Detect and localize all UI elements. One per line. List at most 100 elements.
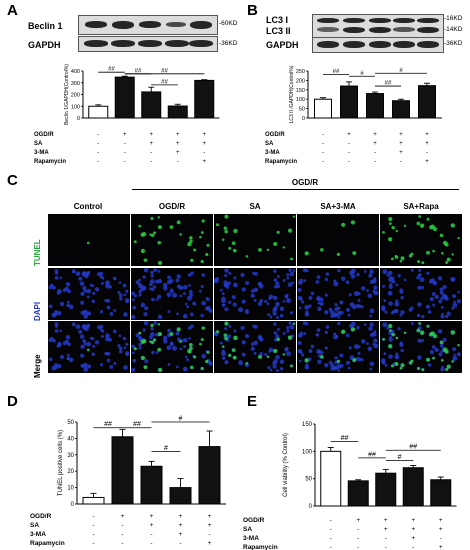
treatment-symbol: -: [92, 522, 94, 529]
micrograph-tunel-1: [48, 214, 130, 266]
bar: [347, 480, 369, 507]
panel-letter-d: D: [7, 393, 18, 410]
blot-beclin1: [78, 15, 218, 35]
treatment-label: Rapamycin: [30, 540, 65, 547]
treatment-symbol: -: [121, 540, 123, 547]
bar: [82, 496, 105, 505]
treatment-symbol: -: [124, 159, 126, 165]
bar: [314, 98, 332, 119]
treatment-symbol: +: [202, 141, 206, 147]
treatment-symbol: +: [384, 526, 388, 533]
treatment-symbol: -: [124, 141, 126, 147]
treatment-symbol: -: [374, 159, 376, 165]
micrograph-dapi-3: [214, 268, 296, 320]
treatment-symbol: -: [97, 150, 99, 156]
bar: [140, 465, 163, 505]
blot-label-gapdh-a: GAPDH: [28, 40, 61, 50]
treatment-symbol: -: [440, 535, 442, 542]
treatment-symbol: -: [92, 540, 94, 547]
treatment-symbol: +: [202, 132, 206, 138]
y-tick-label: 10: [67, 486, 74, 492]
treatment-symbol: -: [121, 522, 123, 529]
col-label-sa: SA: [249, 202, 261, 211]
treatment-symbol: -: [97, 132, 99, 138]
micrograph-tunel-4: [297, 214, 379, 266]
y-tick-label: 20: [67, 469, 74, 475]
blot-label-gapdh-b: GAPDH: [266, 40, 299, 50]
treatment-symbol: +: [425, 132, 429, 138]
marker-14kd: -14KD: [444, 26, 463, 33]
treatment-symbol: -: [348, 159, 350, 165]
treatment-symbol: +: [202, 159, 206, 165]
y-axis-label: Cell viability (% Control): [283, 433, 289, 497]
panel-letter-b: B: [247, 2, 258, 19]
treatment-symbol: -: [357, 535, 359, 542]
treatment-symbol: -: [374, 150, 376, 156]
treatment-label: OGD/R: [30, 513, 52, 520]
y-axis-label: Beclin 1/GAPDH(Control%): [64, 64, 70, 125]
treatment-symbol: -: [348, 141, 350, 147]
treatment-label: 3-MA: [243, 535, 259, 542]
bar: [88, 105, 109, 119]
treatment-label: SA: [30, 522, 39, 529]
treatment-symbol: -: [330, 526, 332, 533]
treatment-symbol: -: [357, 544, 359, 550]
treatment-symbol: -: [330, 535, 332, 542]
treatment-symbol: -: [412, 544, 414, 550]
y-axis-label: LC3 II /GAPDH(Control%): [289, 65, 295, 123]
treatment-symbol: +: [150, 522, 154, 529]
y-tick-label: 0: [309, 504, 313, 510]
treatment-symbol: -: [150, 159, 152, 165]
treatment-symbol: +: [176, 132, 180, 138]
panel-letter-c: C: [7, 172, 18, 189]
marker-36kd-b: -36KD: [444, 40, 463, 47]
treatment-symbol: +: [425, 141, 429, 147]
treatment-symbol: -: [177, 159, 179, 165]
treatment-label: 3-MA: [34, 150, 49, 156]
y-tick-label: 250: [296, 69, 305, 75]
bar: [375, 472, 397, 507]
y-tick-label: 50: [299, 107, 305, 113]
col-label-ogdr: OGD/R: [158, 202, 186, 211]
treatment-symbol: +: [384, 517, 388, 524]
bar: [114, 76, 135, 119]
treatment-symbol: +: [179, 513, 183, 520]
treatment-label: OGD/R: [243, 517, 265, 524]
treatment-symbol: -: [203, 150, 205, 156]
treatment-symbol: +: [399, 132, 403, 138]
bar: [320, 450, 342, 507]
marker-16kd: -16KD: [444, 15, 463, 22]
y-tick-label: 150: [302, 422, 313, 428]
treatment-symbol: -: [121, 531, 123, 538]
y-tick-label: 400: [71, 69, 80, 75]
bar: [141, 91, 162, 119]
bar: [169, 487, 192, 505]
treatment-label: 3-MA: [30, 531, 46, 538]
treatment-symbol: -: [150, 150, 152, 156]
micrograph-dapi-1: [48, 268, 130, 320]
y-tick-label: 50: [67, 420, 74, 426]
treatment-symbol: -: [124, 150, 126, 156]
significance-label: ##: [385, 81, 392, 87]
micrograph-merge-3: [214, 321, 296, 373]
micrograph-tunel-3: [214, 214, 296, 266]
y-tick-label: 30: [67, 453, 74, 459]
y-tick-label: 50: [305, 477, 312, 483]
treatment-symbol: +: [373, 141, 377, 147]
significance-label: #: [398, 454, 402, 461]
col-label-control: Control: [73, 202, 103, 211]
col-label-sa-rapa: SA+Rapa: [403, 202, 439, 211]
blot-gapdh-b: [312, 37, 444, 53]
y-tick-label: 200: [296, 78, 305, 84]
bar: [194, 79, 215, 119]
treatment-symbol: -: [426, 150, 428, 156]
row-label-dapi: DAPI: [33, 301, 42, 321]
micrograph-dapi-4: [297, 268, 379, 320]
blot-label-lc3-ii: LC3 II: [266, 26, 291, 36]
significance-label: ##: [409, 444, 417, 451]
treatment-symbol: +: [208, 522, 212, 529]
treatment-symbol: +: [411, 526, 415, 533]
